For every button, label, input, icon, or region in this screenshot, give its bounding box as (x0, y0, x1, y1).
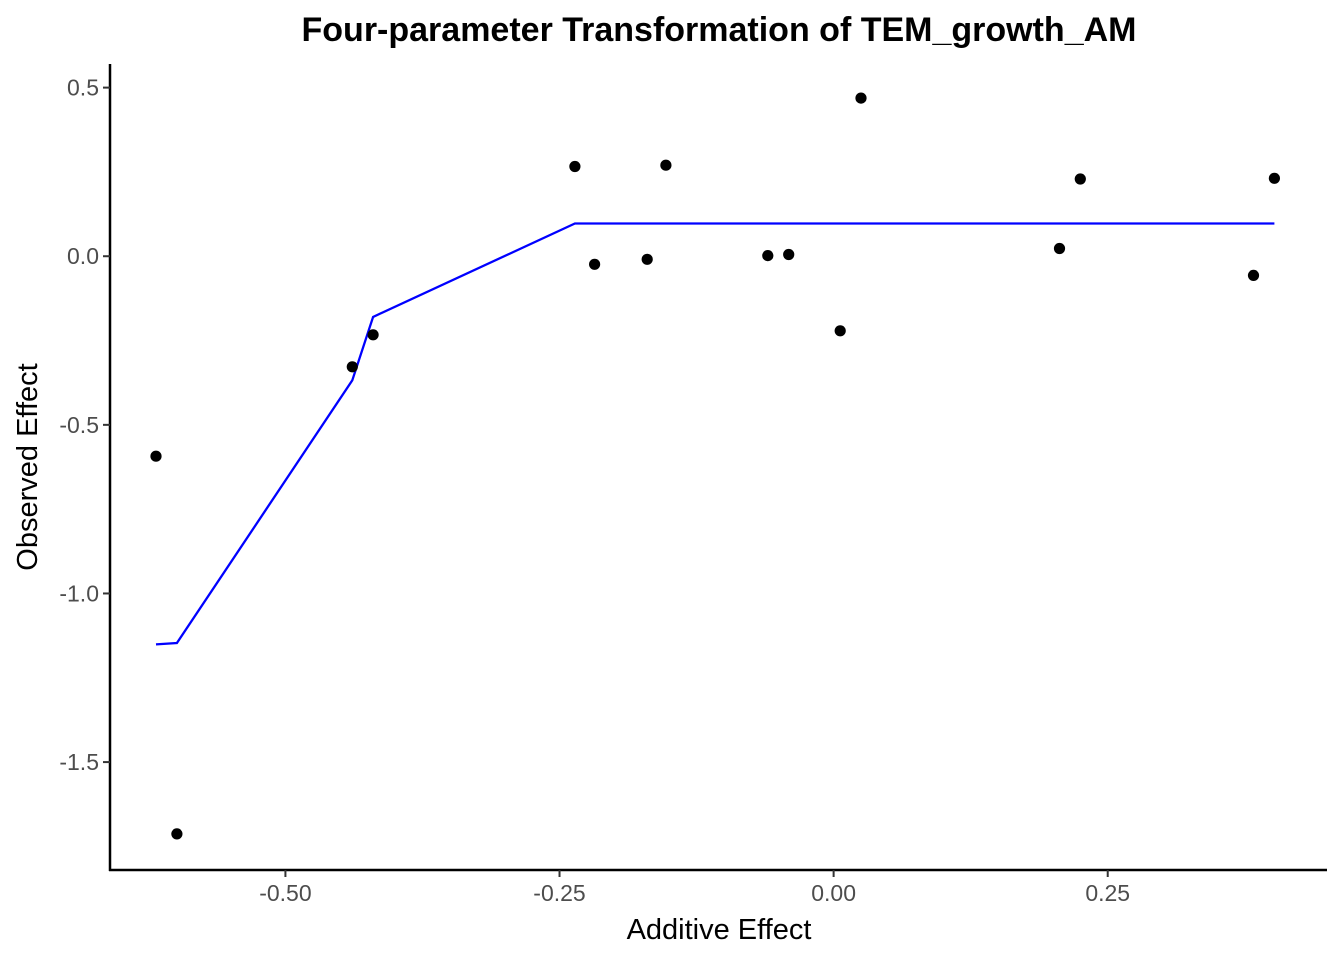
x-tick-label: 0.25 (1085, 880, 1130, 906)
plot-area (150, 92, 1280, 840)
y-tick-label: 0.5 (67, 75, 99, 101)
y-axis-title: Observed Effect (12, 363, 44, 570)
data-point (569, 160, 581, 173)
y-tick-label: -0.5 (59, 412, 99, 438)
data-point (855, 92, 867, 104)
data-point (762, 250, 774, 262)
x-tick-label: -0.50 (259, 880, 311, 906)
data-point (641, 253, 653, 265)
data-point (367, 329, 379, 341)
data-point (1053, 242, 1066, 255)
fit-line (155, 222, 1275, 646)
x-tick-label: 0.00 (811, 880, 856, 906)
data-point (1247, 269, 1260, 281)
data-point (589, 258, 601, 270)
data-point (783, 248, 795, 261)
y-tick-label: -1.0 (59, 580, 99, 606)
x-axis-ticks: -0.50 -0.25 0.00 0.25 (259, 870, 1130, 906)
y-axis-ticks: 0.5 0.0 -0.5 -1.0 -1.5 (59, 75, 110, 775)
data-point (150, 450, 162, 462)
data-point (834, 325, 846, 337)
data-point (660, 159, 672, 171)
data-point (346, 361, 358, 373)
data-point (1074, 173, 1086, 185)
y-tick-label: 0.0 (67, 243, 99, 269)
x-tick-label: -0.25 (533, 880, 585, 906)
data-point (171, 828, 183, 840)
y-tick-label: -1.5 (59, 749, 99, 775)
x-axis-title: Additive Effect (627, 914, 812, 946)
chart-title: Four-parameter Transformation of TEM_gro… (302, 11, 1137, 49)
data-point (1268, 172, 1280, 184)
